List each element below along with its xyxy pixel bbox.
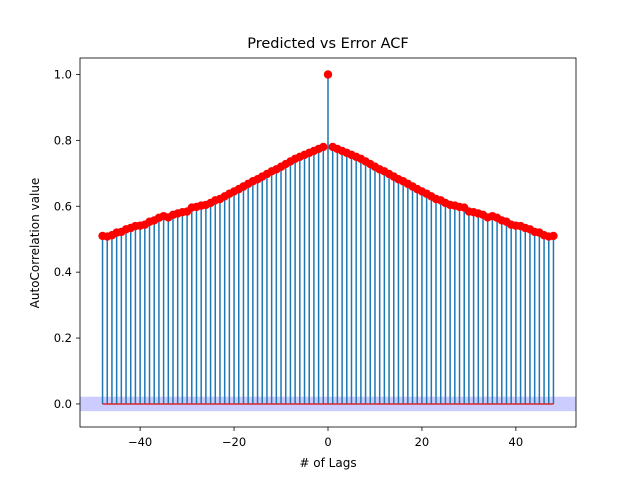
x-tick-label: 0: [324, 435, 331, 449]
y-tick-label: 0.2: [54, 331, 72, 345]
y-tick-label: 1.0: [54, 67, 72, 81]
data-point: [549, 231, 558, 241]
x-tick-label: 20: [415, 435, 430, 449]
chart-title: Predicted vs Error ACF: [247, 36, 409, 52]
x-tick-label: −20: [222, 435, 246, 449]
plot-area: [80, 70, 576, 412]
data-point: [319, 142, 328, 152]
y-axis-label: AutoCorrelation value: [28, 178, 42, 309]
x-tick-label: −40: [128, 435, 152, 449]
y-tick-label: 0.6: [54, 199, 72, 213]
data-point: [323, 70, 333, 79]
axes: −40 −20 0 20 40 0.0 0.2 0.4 0.6 0.8 1.0: [54, 57, 577, 449]
y-tick-label: 0.0: [54, 397, 72, 411]
x-axis-label: # of Lags: [299, 456, 356, 470]
y-tick-label: 0.4: [54, 265, 72, 279]
x-tick-label: 40: [509, 435, 524, 449]
y-tick-label: 0.8: [54, 133, 72, 147]
